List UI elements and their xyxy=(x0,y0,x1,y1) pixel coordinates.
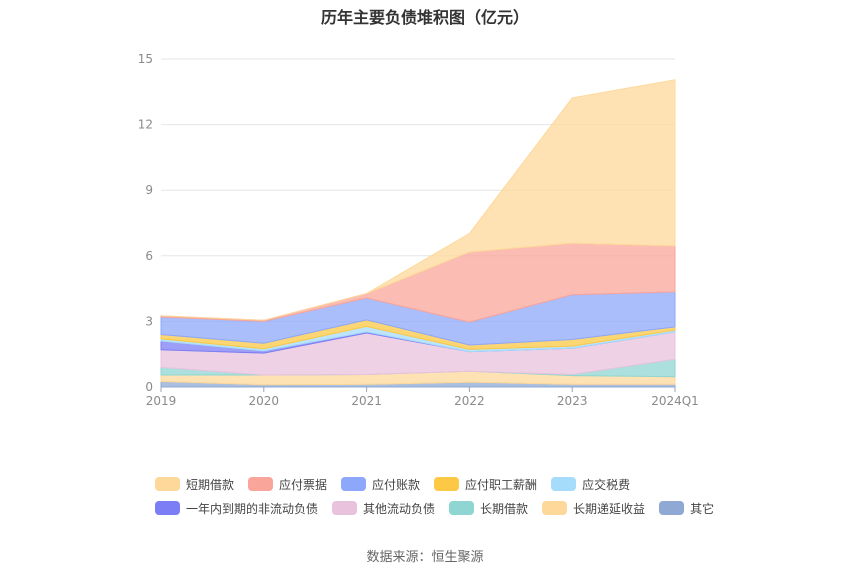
legend-label: 应付职工薪酬 xyxy=(465,477,538,492)
legend-item[interactable]: 长期递延收益 xyxy=(542,500,645,517)
chart-plot: 0 3 6 9 12 15 2019 2020 2021 2022 2023 2024Q1 xyxy=(138,52,699,408)
legend-row: 短期借款 应付票据 应付账款 应付职工薪酬 应交税费 xyxy=(155,472,755,496)
legend: 短期借款 应付票据 应付账款 应付职工薪酬 应交税费一年内到期的非流动负债 其他流动负债 长… xyxy=(155,472,755,520)
legend-swatch xyxy=(434,477,460,491)
legend-label: 长期递延收益 xyxy=(573,501,646,516)
legend-swatch xyxy=(155,477,180,491)
y-tick-label: 0 xyxy=(145,380,153,394)
area-series-9[interactable] xyxy=(160,79,676,321)
legend-swatch xyxy=(341,477,367,491)
legend-item[interactable]: 一年内到期的非流动负债 xyxy=(155,500,318,517)
y-tick-label: 9 xyxy=(145,183,153,197)
legend-swatch xyxy=(248,477,274,491)
x-tick-label: 2023 xyxy=(557,394,588,408)
legend-item[interactable]: 其它 xyxy=(659,500,714,517)
legend-label: 应付账款 xyxy=(372,477,421,492)
legend-item[interactable]: 长期借款 xyxy=(449,500,528,517)
area-layer xyxy=(160,79,676,388)
y-tick-label: 6 xyxy=(145,249,153,263)
chart-title: 历年主要负债堆积图（亿元） xyxy=(320,8,529,27)
legend-swatch xyxy=(551,477,577,491)
x-tick-label: 2019 xyxy=(146,394,177,408)
axis-layer: 0 3 6 9 12 15 2019 2020 2021 2022 2023 2024Q1 xyxy=(138,52,699,408)
legend-label: 短期借款 xyxy=(186,477,235,492)
legend-label: 应付票据 xyxy=(279,477,328,492)
x-tick-label: 2024Q1 xyxy=(651,394,699,408)
legend-item[interactable]: 短期借款 xyxy=(155,476,234,493)
legend-item[interactable]: 应交税费 xyxy=(551,476,630,493)
x-tick-label: 2022 xyxy=(454,394,485,408)
y-tick-label: 3 xyxy=(145,314,153,328)
y-tick-label: 12 xyxy=(138,118,153,132)
x-tick-label: 2021 xyxy=(351,394,382,408)
legend-swatch xyxy=(155,501,180,515)
data-source-note: 数据来源：恒生聚源 xyxy=(366,550,484,565)
legend-item[interactable]: 应付票据 xyxy=(248,476,327,493)
legend-row: 一年内到期的非流动负债 其他流动负债 长期借款 长期递延收益 其它 xyxy=(155,496,755,520)
legend-swatch xyxy=(332,501,358,515)
legend-label: 长期借款 xyxy=(480,501,529,516)
legend-label: 其它 xyxy=(690,501,715,516)
legend-swatch xyxy=(449,501,475,515)
legend-item[interactable]: 应付账款 xyxy=(341,476,420,493)
legend-swatch xyxy=(542,501,568,515)
legend-item[interactable]: 其他流动负债 xyxy=(332,500,435,517)
x-tick-label: 2020 xyxy=(249,394,280,408)
legend-label: 应交税费 xyxy=(582,477,631,492)
legend-label: 一年内到期的非流动负债 xyxy=(186,501,319,516)
y-tick-label: 15 xyxy=(138,52,153,66)
legend-item[interactable]: 应付职工薪酬 xyxy=(434,476,537,493)
legend-label: 其他流动负债 xyxy=(363,501,436,516)
legend-swatch xyxy=(659,501,685,515)
